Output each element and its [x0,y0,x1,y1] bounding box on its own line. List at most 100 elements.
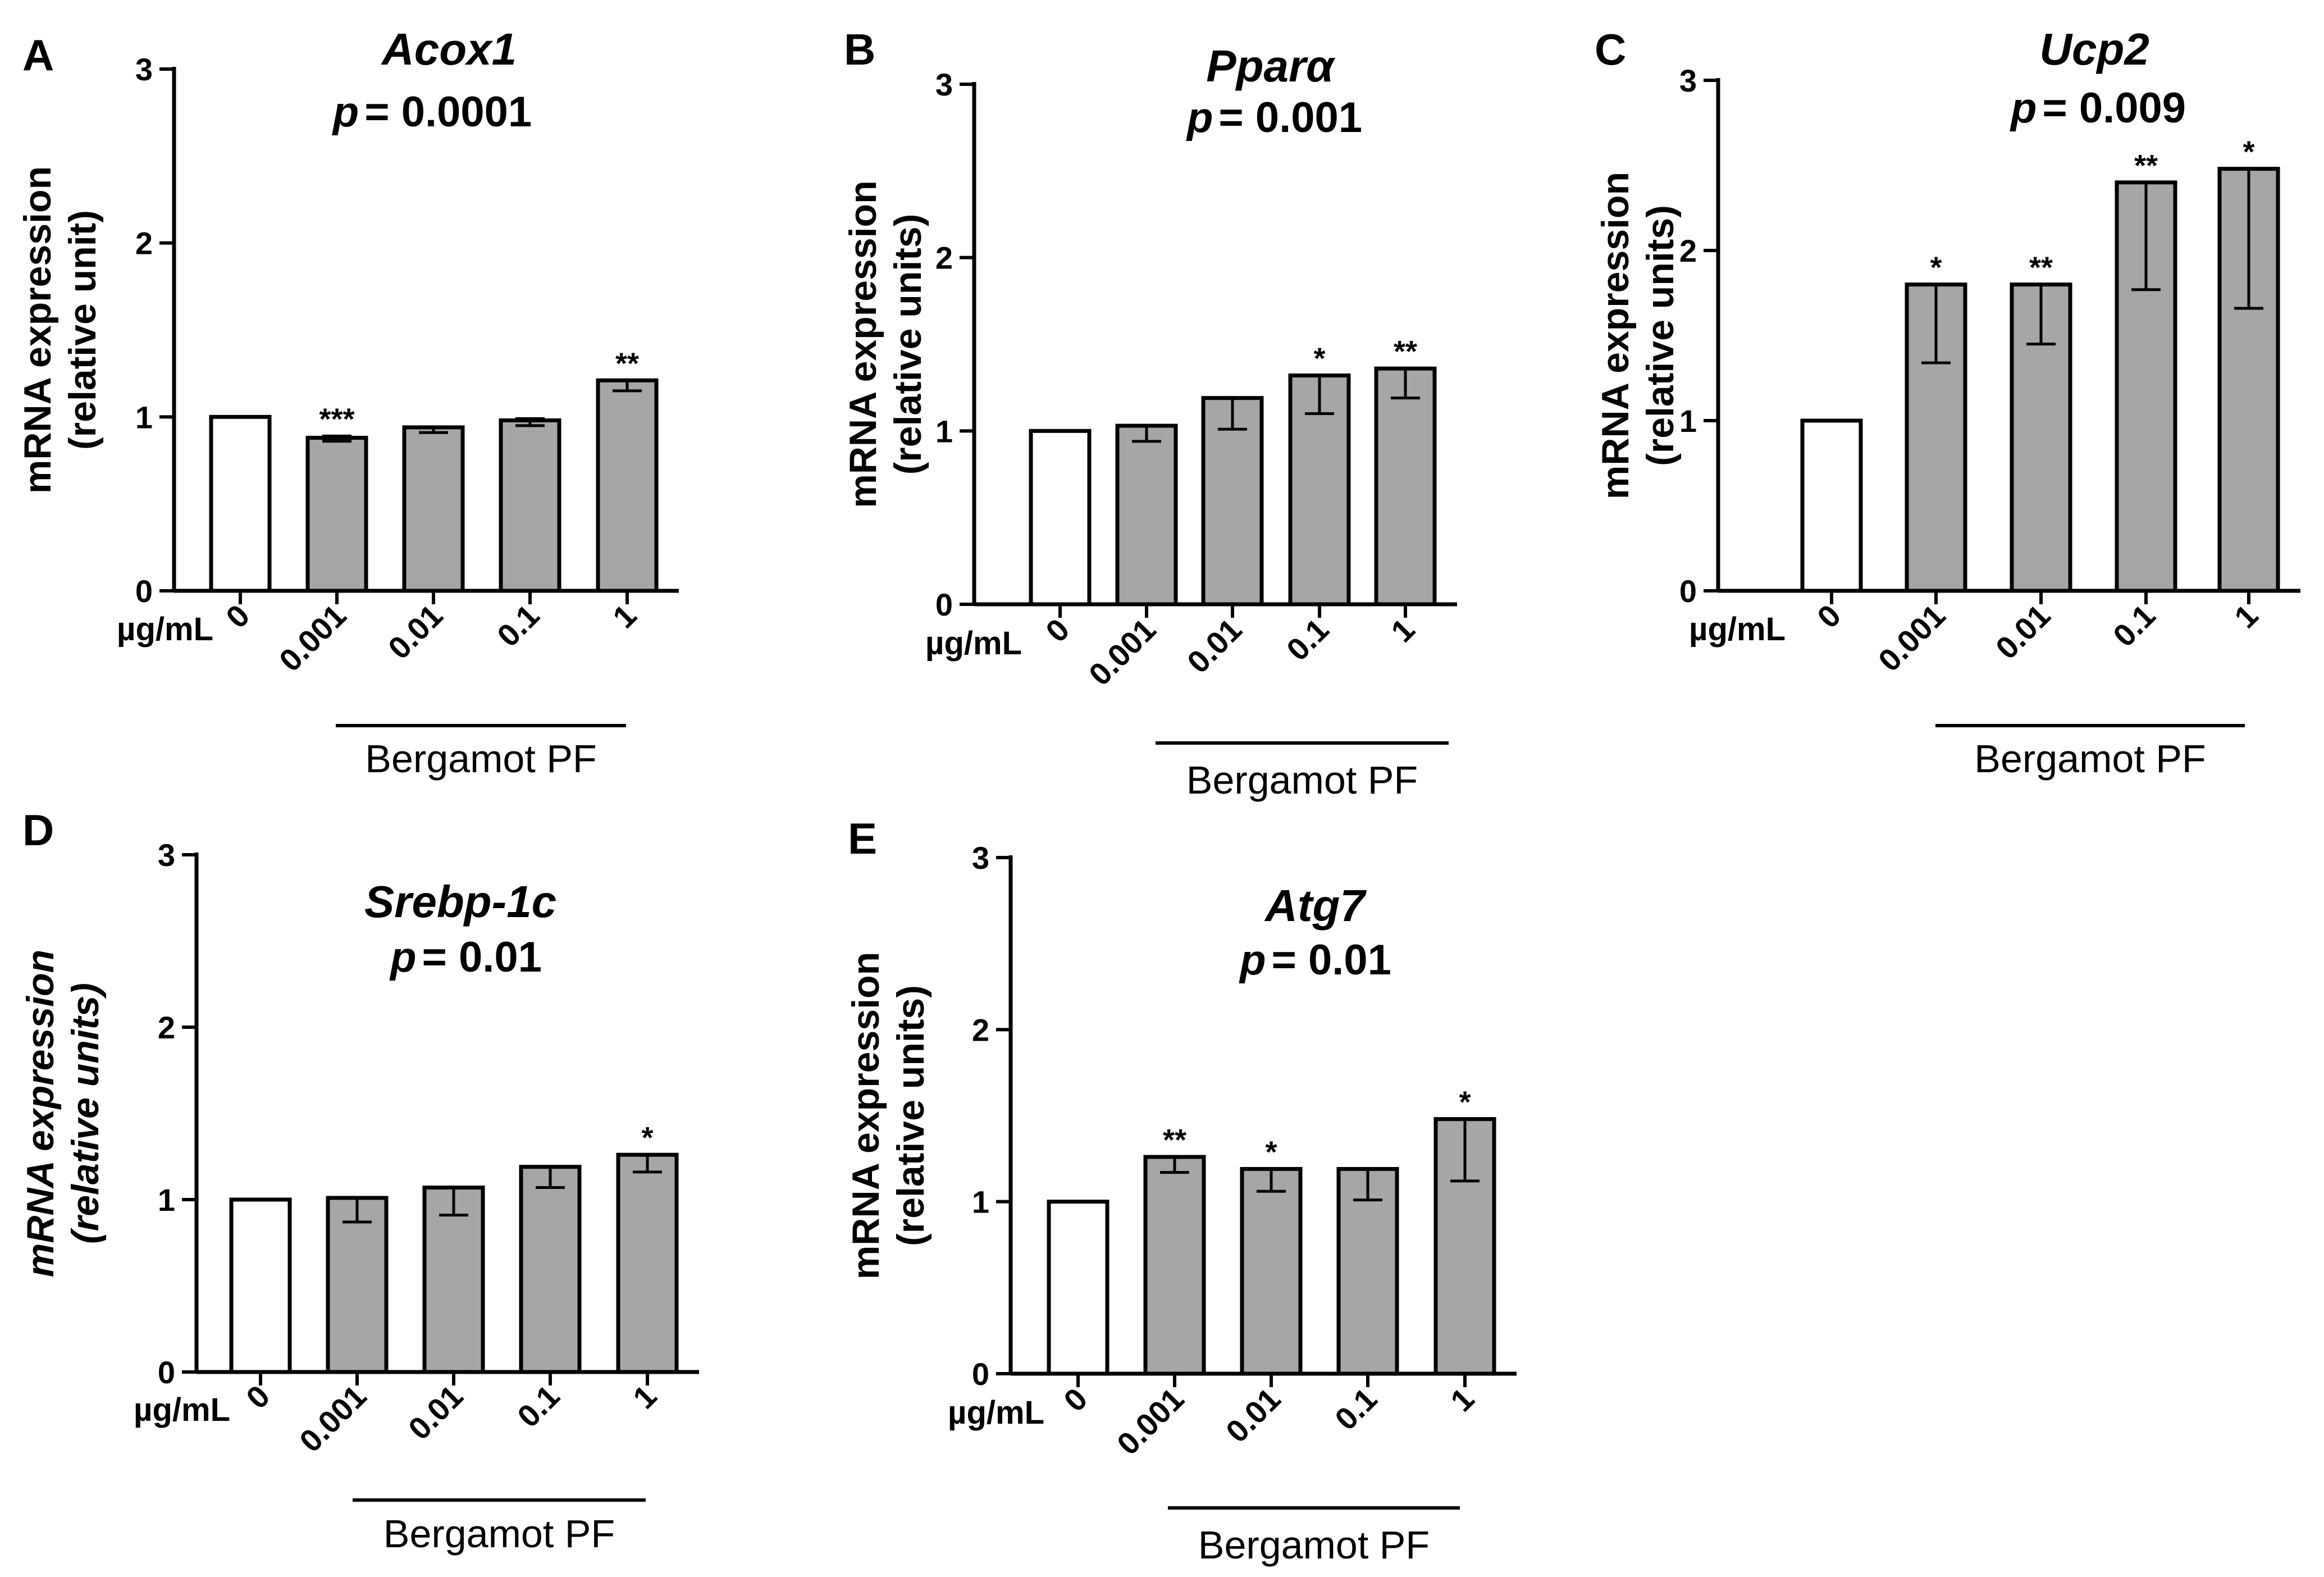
panel-letter: B [844,25,875,74]
p-value-number: = 0.01 [1272,936,1391,984]
x-unit-label: µg/mL [948,1394,1044,1431]
chart-title: Srebp-1c [364,877,556,927]
y-tick-label: 0 [135,573,153,609]
chart-title: Atg7 [1264,881,1367,931]
y-tick-label: 0 [1679,573,1697,609]
bar [1029,429,1092,607]
significance-marker: ** [1163,1123,1186,1157]
x-tick-label: 0.1 [490,598,546,654]
y-tick-label: 1 [972,1184,989,1220]
p-value: p = 0.01 [389,933,542,981]
y-axis-label: mRNA expression (relative units) [844,952,932,1279]
p-value-symbol: p [2010,84,2037,132]
group-label: Bergamot PF [1198,1523,1430,1567]
x-tick-label: 0.01 [1180,612,1249,680]
y-axis-label: mRNA expression (relative unit) [16,166,104,494]
x-tick-label: 0 [239,1378,277,1416]
y-tick-label: 3 [1679,63,1697,98]
x-tick-label: 0.001 [1110,1381,1191,1462]
p-value: p = 0.009 [2010,84,2186,132]
y-tick-label: 2 [1679,233,1697,268]
bar [1047,1200,1110,1376]
x-tick-label: 1 [1384,612,1422,649]
y-tick-label: 3 [158,837,175,873]
x-tick-label: 0.01 [1219,1381,1287,1450]
x-tick-label: 1 [626,1378,664,1416]
significance-marker: ** [615,347,639,380]
p-value: p = 0.0001 [332,88,532,136]
bar [402,425,465,593]
y-tick-label: 0 [972,1356,989,1392]
y-tick-label: 2 [158,1010,175,1045]
significance-marker: ** [2029,251,2053,285]
x-tick-label: 1 [2227,598,2265,635]
y-axis-label-line: mRNA expression [842,180,884,508]
y-axis-label: mRNA expression (relative units) [19,950,107,1277]
panel-d: D Srebp-1c p = 0.01 mRNA expression (relative… [19,805,699,1556]
significance-marker: * [1930,251,1942,285]
y-tick-label: 1 [158,1182,175,1218]
x-tick-label: 0.001 [293,1378,373,1459]
p-value-symbol: p [1186,94,1213,142]
x-tick-label: 0.001 [1871,598,1952,678]
panel-letter: C [1595,25,1626,74]
x-tick-label: 0.1 [510,1378,567,1434]
x-unit-label: µg/mL [134,1392,230,1428]
significance-marker: *** [319,402,354,436]
bar [305,435,368,593]
panel-e: E Atg7 p = 0.01 mRNA expression (relative uni… [844,814,1517,1567]
chart-title: Acox1 [381,24,517,74]
x-tick-label: 0 [1057,1381,1094,1419]
x-tick-label: 0.1 [1328,1381,1384,1437]
p-value-number: = 0.01 [422,933,542,981]
p-value-symbol: p [332,88,359,136]
y-tick-label: 1 [135,399,153,435]
y-tick-label: 3 [135,52,153,87]
x-tick-label: 0.001 [272,598,353,678]
bar [1143,1155,1206,1376]
significance-marker: * [2243,135,2254,169]
x-tick-label: 0 [1810,598,1848,635]
y-tick-label: 0 [158,1355,175,1390]
group-label: Bergamot PF [1186,758,1418,802]
panel-letter: E [848,814,877,863]
p-value-symbol: p [1239,936,1266,984]
bar [596,378,659,593]
y-axis-label-line: (relative units) [64,983,107,1244]
bar [1800,418,1863,593]
panel-letter: D [22,805,54,855]
group-label: Bergamot PF [365,737,596,781]
y-axis-label-line: (relative unit) [61,210,104,450]
group-label: Bergamot PF [383,1512,615,1556]
significance-marker: * [1459,1086,1471,1119]
y-tick-label: 1 [1679,403,1697,439]
y-axis-label: mRNA expression (relative units) [842,180,929,508]
bar [229,1197,292,1374]
y-axis-label: mRNA expression (relative units) [1594,172,1682,499]
x-tick-label: 0.1 [2106,598,2162,654]
y-tick-label: 3 [972,840,989,876]
x-unit-label: µg/mL [117,611,213,648]
x-tick-label: 0.01 [381,598,450,666]
y-tick-label: 3 [935,67,953,102]
y-axis-label-line: mRNA expression [19,950,62,1277]
x-unit-label: µg/mL [1689,611,1786,648]
p-value: p = 0.001 [1186,94,1362,142]
y-axis-label-line: (relative units) [889,985,932,1246]
bar [499,418,561,593]
p-value-number: = 0.0001 [364,88,532,136]
x-tick-label: 1 [606,598,643,635]
p-value: p = 0.01 [1239,936,1391,984]
x-tick-label: 0.001 [1082,612,1163,692]
x-unit-label: µg/mL [925,625,1022,662]
chart-title: Pparα [1206,41,1336,91]
y-tick-label: 1 [935,413,953,449]
bar [1374,366,1437,607]
y-axis-label-line: (relative units) [887,214,929,475]
x-tick-label: 0.01 [1989,598,2057,666]
p-value-symbol: p [389,933,416,981]
group-label: Bergamot PF [1974,737,2206,781]
